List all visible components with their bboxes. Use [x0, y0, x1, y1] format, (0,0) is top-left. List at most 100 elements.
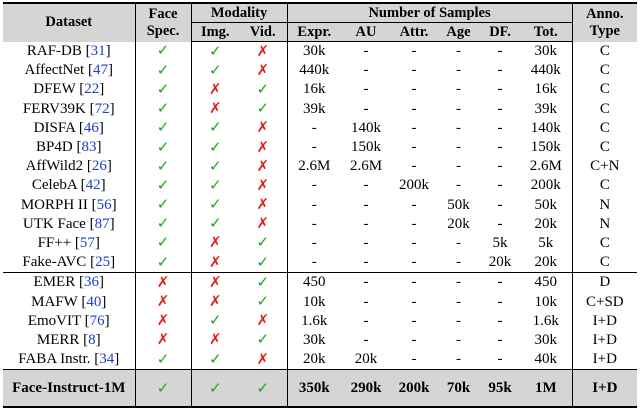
expr-cell: 30k — [303, 331, 326, 348]
citation-link[interactable]: 46 — [83, 119, 99, 136]
header-tot: Tot. — [520, 22, 573, 42]
table-row: EMER [36] ✗ ✗ ✓ 450- - - -450 D — [3, 272, 638, 293]
citation-link[interactable]: 83 — [81, 139, 97, 156]
df-cell: - — [497, 119, 503, 136]
check-icon: ✓ — [156, 176, 170, 194]
table-body: RAF-DB [31] ✓ ✓ ✗ 30k - - - -30k C AffectNet [47] ✓… — [3, 41, 638, 409]
tot-cell: 200k — [520, 176, 573, 196]
face-spec-cell: ✓ — [135, 80, 192, 100]
expr-cell: - — [311, 119, 317, 136]
attr-cell: - — [411, 158, 417, 175]
df-cell: 95k — [480, 369, 521, 409]
cross-icon: ✗ — [208, 253, 222, 271]
dataset-name-cell: DISFA [46] — [3, 118, 136, 138]
check-icon: ✓ — [156, 378, 170, 397]
header-df: DF. — [480, 22, 521, 42]
tot-cell: 440k — [520, 61, 573, 81]
citation-link[interactable]: 47 — [92, 62, 108, 79]
dataset-name-cell: AffectNet [47] — [3, 61, 136, 81]
check-icon: ✓ — [208, 311, 222, 330]
dataset-name-cell: FF++ [57] — [3, 233, 136, 254]
face-spec-cell: ✓ — [135, 350, 192, 370]
check-icon: ✓ — [256, 80, 270, 98]
df-cell: 5k — [492, 234, 508, 251]
tot-cell: 150k — [520, 137, 573, 158]
expr-cell: - — [311, 215, 317, 232]
img-cell: ✗ — [191, 80, 239, 99]
au-cell: - — [363, 254, 369, 271]
img-cell: ✓ — [191, 350, 239, 370]
check-icon: ✓ — [256, 330, 270, 349]
cross-icon: ✗ — [256, 137, 270, 156]
citation-link[interactable]: 31 — [90, 42, 106, 59]
au-cell: 20k — [354, 351, 378, 368]
attr-cell: - — [411, 215, 417, 232]
expr-cell: - — [311, 177, 317, 194]
dataset-name: AffectNet — [24, 62, 85, 79]
img-cell: ✓ — [191, 176, 239, 195]
df-cell: - — [497, 351, 503, 368]
cross-icon: ✗ — [156, 272, 170, 291]
expr-cell: - — [311, 196, 317, 213]
header-modality: Modality — [191, 2, 288, 23]
check-icon: ✓ — [156, 195, 170, 214]
check-icon: ✓ — [208, 350, 222, 368]
face-spec-cell: ✓ — [135, 195, 192, 215]
citation-link[interactable]: 87 — [94, 215, 110, 232]
citation-link[interactable]: 57 — [79, 234, 95, 251]
df-cell: - — [480, 272, 521, 293]
citation-link[interactable]: 22 — [84, 81, 100, 98]
citation-link[interactable]: 26 — [91, 158, 107, 175]
face-spec-cell: ✓ — [135, 118, 192, 138]
vid-cell: ✗ — [239, 157, 288, 177]
img-cell: ✓ — [191, 138, 239, 157]
header-row-2: Img. Vid. Expr. AU Attr. Age DF. Tot. — [3, 22, 637, 42]
header-vid: Vid. — [239, 22, 288, 42]
header-attr: Attr. — [391, 22, 438, 42]
check-icon: ✓ — [208, 195, 222, 214]
vid-cell: ✗ — [239, 41, 288, 62]
img-cell: ✗ — [191, 253, 239, 273]
check-icon: ✓ — [208, 118, 222, 137]
cross-icon: ✗ — [156, 292, 170, 311]
tot-cell: 20k — [520, 214, 573, 234]
tot-cell: 450 — [520, 272, 573, 293]
citation-link[interactable]: 36 — [83, 274, 99, 291]
expr-cell: 10k — [303, 293, 326, 310]
dataset-name: Fake-AVC — [22, 254, 87, 271]
attr-cell: 200k — [399, 177, 430, 194]
citation-link[interactable]: 34 — [99, 351, 115, 368]
dataset-name-cell: EMER [36] — [3, 272, 136, 293]
anno-type-cell: D — [572, 272, 638, 293]
citation-link[interactable]: 8 — [88, 331, 96, 348]
tot-cell: 16k — [520, 80, 573, 100]
vid-cell: ✗ — [239, 350, 288, 370]
attr-cell: - — [411, 81, 417, 98]
vid-cell: ✗ — [239, 311, 288, 331]
expr-cell: 350k — [287, 369, 342, 409]
table-row: FERV39K [72] ✓ ✗ ✓ 39k - - - -39k C — [3, 99, 637, 119]
df-cell: 20k — [488, 254, 512, 271]
anno-type-cell: C — [599, 119, 610, 136]
citation-link[interactable]: 42 — [85, 177, 101, 194]
anno-type-cell: C — [599, 42, 610, 59]
dataset-name-cell: Fake-AVC [25] — [3, 253, 136, 273]
age-cell: - — [456, 81, 462, 98]
tot-cell: 20k — [520, 253, 573, 273]
citation-link[interactable]: 76 — [89, 312, 105, 329]
anno-type-cell: I+D — [572, 369, 638, 409]
citation-link[interactable]: 72 — [94, 100, 110, 117]
check-icon: ✓ — [256, 233, 270, 252]
anno-type-cell: C — [599, 62, 610, 79]
dataset-name: MAFW — [31, 293, 78, 310]
citation-link[interactable]: 56 — [96, 196, 112, 213]
anno-type-cell: C — [599, 177, 610, 194]
au-cell: - — [363, 215, 369, 232]
anno-type-cell: C+SD — [586, 293, 624, 310]
face-spec-cell: ✓ — [135, 253, 192, 273]
citation-link[interactable]: 25 — [95, 254, 111, 271]
dataset-name-cell: CelebA [42] — [3, 176, 136, 196]
citation-link[interactable]: 40 — [86, 293, 102, 310]
expr-cell: 30k — [303, 43, 326, 60]
table-row: EmoVIT [76] ✗ ✓ ✗ 1.6k - - - -1.6k I+D — [3, 311, 637, 331]
